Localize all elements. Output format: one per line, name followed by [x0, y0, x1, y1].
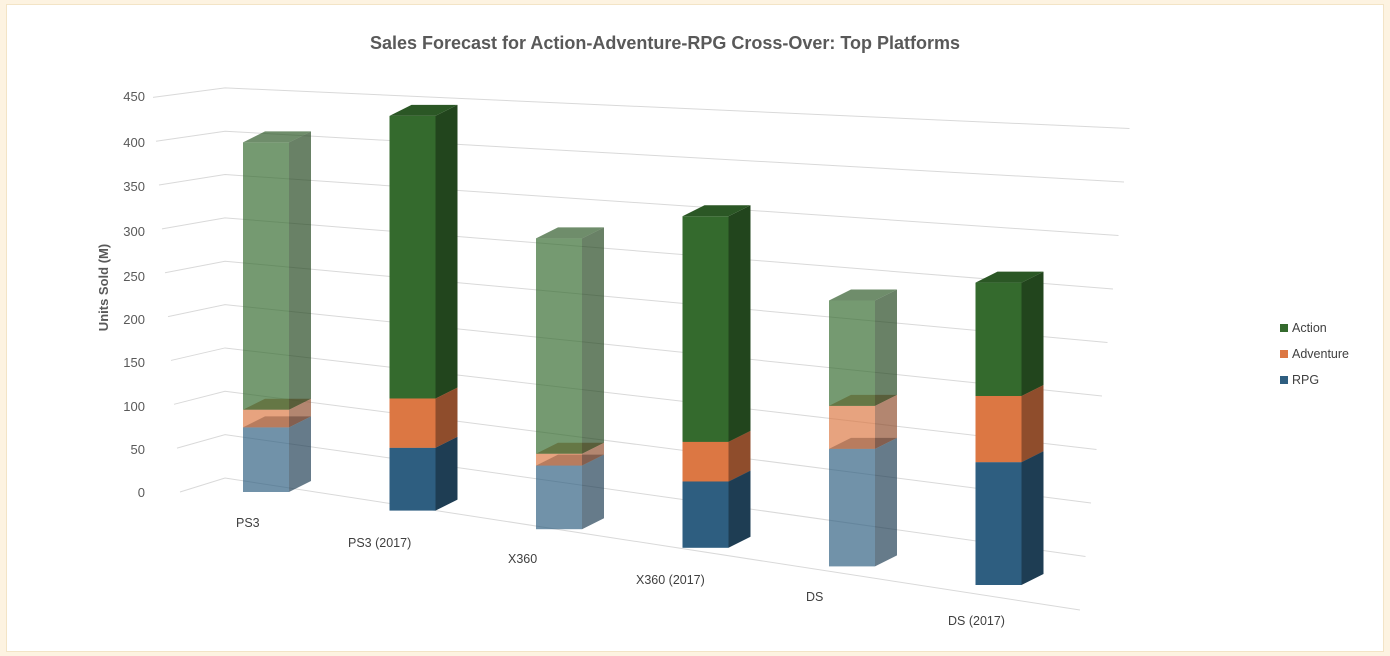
y-tick-label: 0 [137, 485, 145, 500]
chart-title: Sales Forecast for Action-Adventure-RPG … [369, 33, 961, 53]
bar-segment-side [435, 436, 458, 511]
bar-segment-front [975, 282, 1022, 396]
bar-segment-side [435, 104, 458, 399]
bar-segment-front [389, 398, 436, 448]
bar-segment-front [975, 462, 1022, 585]
bar-segment-front [243, 409, 289, 428]
legend-swatch [1280, 324, 1288, 332]
bar-segment-front [682, 216, 729, 442]
bar-segment-top [975, 271, 1044, 283]
bar-segment-front [389, 115, 436, 399]
bar-segment-front [682, 441, 729, 482]
bar-segment-side [582, 227, 604, 454]
bar-segment-front [829, 405, 875, 449]
x-tick-label: X360 [508, 552, 538, 566]
bar-segment-side [875, 437, 897, 567]
gridline [179, 477, 1081, 611]
bar-segment-side [728, 430, 751, 482]
gridline [170, 347, 1097, 450]
y-tick-label: 400 [123, 135, 145, 150]
bar-segment-side [582, 442, 604, 466]
y-tick-label: 50 [130, 442, 145, 457]
gridline [158, 174, 1119, 236]
y-tick-label: 200 [123, 312, 145, 327]
gridline [155, 130, 1125, 183]
bar-segment-front [243, 427, 289, 492]
bar-segment-top [536, 227, 604, 239]
bar-segment-top [243, 131, 311, 143]
bar-segment-side [1021, 451, 1044, 585]
gridline [164, 260, 1108, 343]
bar-segment-top [389, 104, 458, 116]
legend-label: RPG [1292, 373, 1320, 387]
y-tick-label: 450 [123, 89, 145, 104]
gridline [167, 304, 1103, 397]
bar-segment-side [728, 470, 751, 548]
bar-segment-side [289, 416, 311, 492]
bar-segment-side [875, 289, 897, 406]
x-tick-label: DS (2017) [948, 614, 1005, 628]
bar-segment-front [975, 396, 1022, 463]
bar-segment-front [389, 447, 436, 511]
legend-swatch [1280, 376, 1288, 384]
legend-item-rpg: RPG [1280, 373, 1319, 387]
y-tick-label: 150 [123, 355, 145, 370]
bar-segment-top [682, 205, 751, 217]
legend-label: Action [1292, 321, 1327, 335]
bar-segment-top [829, 289, 897, 301]
bar-segment-side [289, 398, 311, 428]
bar-segment-side [582, 454, 604, 530]
x-tick-label: DS [806, 590, 824, 604]
bar-segment-side [1021, 271, 1044, 396]
bar-segment-side [1021, 385, 1044, 463]
bar-segment-front [829, 448, 875, 567]
gridline [161, 217, 1114, 290]
gridline [176, 434, 1086, 557]
bar-segment-side [435, 387, 458, 448]
y-tick-label: 300 [123, 224, 145, 239]
y-tick-label: 100 [123, 399, 145, 414]
bar-segment-side [289, 131, 311, 410]
legend-label: Adventure [1292, 347, 1349, 361]
legend-item-adventure: Adventure [1280, 347, 1349, 361]
y-tick-label: 350 [123, 179, 145, 194]
y-tick-label: 250 [123, 269, 145, 284]
bar-segment-side [728, 205, 751, 442]
gridline [173, 390, 1092, 504]
bar-segment-front [536, 238, 582, 454]
bar-segment-front [829, 300, 875, 406]
bar-segment-front [243, 142, 289, 410]
x-tick-label: X360 (2017) [636, 573, 705, 587]
bar-segment-front [536, 465, 582, 530]
legend-swatch [1280, 350, 1288, 358]
bar-segment-front [536, 453, 582, 466]
bar-segment-front [682, 481, 729, 548]
bar-segment-side [875, 394, 897, 449]
gridline [152, 87, 1130, 129]
x-tick-label: PS3 (2017) [348, 536, 412, 550]
legend-item-action: Action [1280, 321, 1327, 335]
x-tick-label: PS3 [236, 516, 260, 530]
